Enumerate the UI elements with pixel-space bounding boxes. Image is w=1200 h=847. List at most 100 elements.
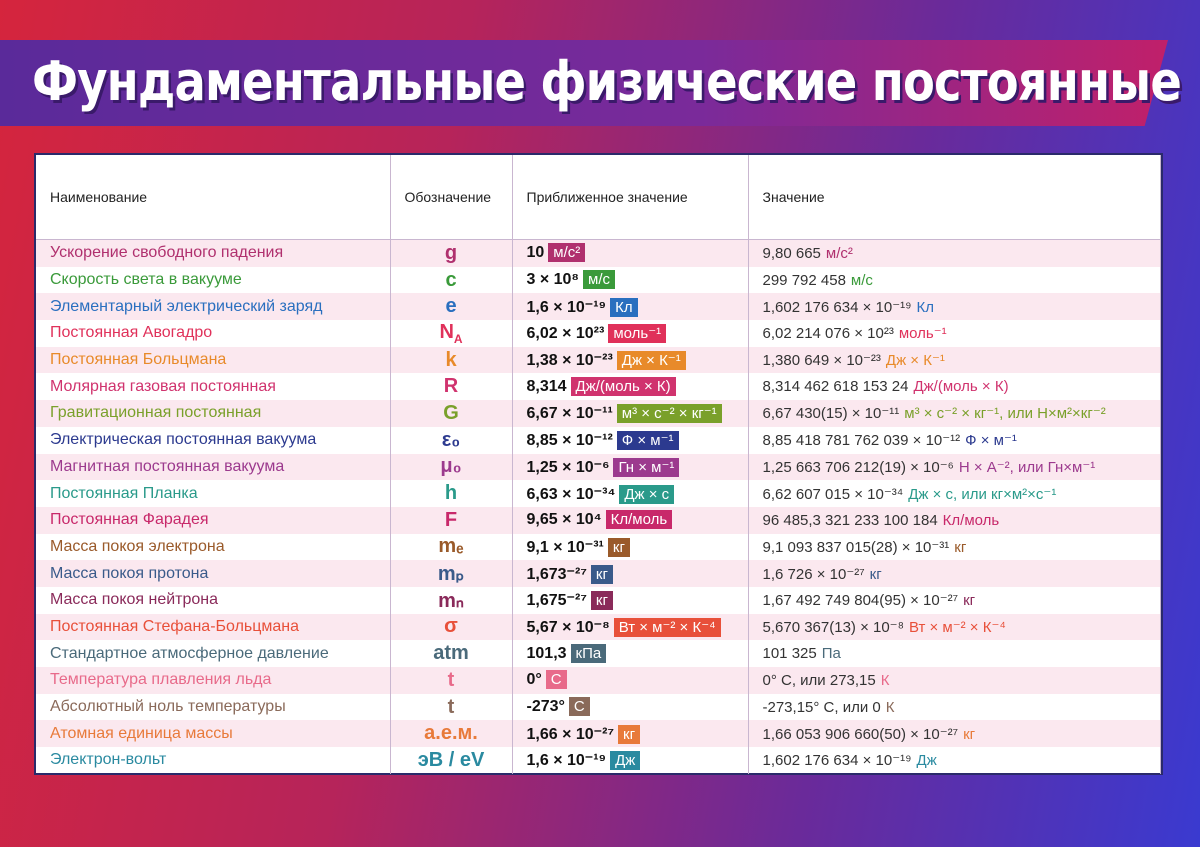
exact-number: 1,6 726 × 10⁻²⁷ — [762, 565, 865, 583]
approx-number: 5,67 × 10⁻⁸ — [526, 618, 610, 636]
approx-number: 1,6 × 10⁻¹⁹ — [526, 752, 607, 770]
symbol-text: σ — [444, 615, 458, 638]
approx-value: 9,1 × 10⁻³¹ кг — [512, 533, 749, 561]
symbol-text: mₙ — [438, 589, 464, 612]
exact-number: 1,602 176 634 × 10⁻¹⁹ — [762, 298, 912, 316]
approx-value: 6,67 × 10⁻¹¹ м³ × с⁻² × кг⁻¹ — [512, 400, 749, 427]
approx-value: 1,673⁻²⁷ кг — [512, 560, 749, 587]
approx-number: 10 — [526, 244, 545, 262]
table-row: Элементарный электрический заряд e 1,6 × 1… — [36, 293, 1161, 321]
approx-number: 1,38 × 10⁻²³ — [526, 352, 613, 370]
constant-symbol: а.е.м. — [390, 720, 513, 748]
constant-name: Ускорение свободного падения — [36, 239, 391, 267]
table-row: Масса покоя электрона mₑ 9,1 × 10⁻³¹ кг 9,1 … — [36, 533, 1161, 561]
exact-number: 1,380 649 × 10⁻²³ — [762, 352, 881, 370]
approx-unit: Дж × с — [619, 484, 675, 504]
exact-unit: Дж × К⁻¹ — [885, 352, 945, 370]
approx-number: 8,314 — [526, 377, 567, 395]
exact-value: 1,6 726 × 10⁻²⁷ кг — [748, 560, 1161, 587]
symbol-text: R — [443, 375, 459, 398]
symbol-text: k — [445, 348, 457, 371]
approx-unit: Дж — [610, 751, 641, 771]
constant-name: Масса покоя электрона — [36, 533, 391, 561]
constant-name: Постоянная Планка — [36, 480, 391, 507]
exact-unit: Па — [821, 645, 841, 663]
approx-unit: кг — [590, 564, 613, 584]
table-row: Постоянная Планка h 6,63 × 10⁻³⁴ Дж × с 6,62… — [36, 480, 1161, 507]
approx-unit: Дж × К⁻¹ — [616, 351, 686, 371]
exact-number: 5,670 367(13) × 10⁻⁸ — [762, 618, 904, 636]
constant-symbol: atm — [390, 640, 513, 667]
symbol-text: G — [443, 401, 459, 424]
exact-value: 96 485,3 321 233 100 184 Кл/моль — [748, 506, 1161, 534]
exact-unit: кг — [963, 592, 976, 610]
symbol-text: h — [444, 482, 458, 505]
approx-value: 1,66 × 10⁻²⁷ кг — [512, 720, 749, 748]
symbol-text: эВ / eV — [417, 748, 485, 771]
table-row: Масса покоя нейтрона mₙ 1,675⁻²⁷ кг 1,67 492… — [36, 586, 1161, 614]
constant-symbol: mₑ — [390, 533, 513, 561]
constant-name: Электрон-вольт — [36, 747, 391, 774]
approx-number: 101,3 — [526, 644, 567, 662]
exact-value: 1,602 176 634 × 10⁻¹⁹ Кл — [748, 293, 1161, 321]
approx-value: 3 × 10⁸ м/с — [512, 266, 749, 294]
symbol-text: а.е.м. — [424, 722, 478, 745]
constant-symbol: F — [390, 506, 513, 534]
symbol-text: ε₀ — [441, 428, 461, 451]
symbol-text: e — [445, 295, 457, 318]
approx-unit: Кл/моль — [605, 510, 673, 530]
constant-name: Гравитационная постоянная — [36, 400, 391, 427]
table-row: Электрическая постоянная вакуума ε₀ 8,85 ×… — [36, 426, 1161, 454]
exact-unit: Дж — [916, 752, 937, 770]
approx-value: 10 м/с² — [512, 239, 749, 267]
constant-symbol: e — [390, 293, 513, 321]
constants-table: Наименование Обозначение Приближенное знач… — [36, 155, 1161, 774]
constant-name: Стандартное атмосферное давление — [36, 640, 391, 667]
table-row: Магнитная постоянная вакуума μ₀ 1,25 × 10⁻… — [36, 453, 1161, 481]
exact-number: -273,15° С, или 0 — [762, 698, 881, 716]
exact-number: 9,80 665 — [762, 244, 821, 262]
exact-number: 1,66 053 906 660(50) × 10⁻²⁷ — [762, 725, 959, 743]
exact-value: 1,380 649 × 10⁻²³ Дж × К⁻¹ — [748, 346, 1161, 374]
symbol-text: N — [439, 320, 454, 343]
exact-number: 9,1 093 837 015(28) × 10⁻³¹ — [762, 538, 950, 556]
constant-name: Постоянная Больцмана — [36, 346, 391, 374]
constant-name: Постоянная Авогадро — [36, 320, 391, 347]
symbol-text: g — [444, 241, 458, 264]
constant-name: Масса покоя протона — [36, 560, 391, 587]
approx-value: 1,675⁻²⁷ кг — [512, 586, 749, 614]
exact-value: 6,02 214 076 × 10²³ моль⁻¹ — [748, 320, 1161, 347]
constant-name: Элементарный электрический заряд — [36, 293, 391, 321]
approx-unit: кПа — [570, 643, 607, 663]
constant-name: Температура плавления льда — [36, 667, 391, 694]
table-row: Скорость света в вакууме c 3 × 10⁸ м/с 299 7… — [36, 266, 1161, 294]
approx-number: 6,02 × 10²³ — [526, 324, 605, 342]
exact-number: 0° С, или 273,15 — [762, 671, 876, 689]
approx-value: -273° С — [512, 693, 749, 721]
exact-number: 6,02 214 076 × 10²³ — [762, 325, 894, 343]
constant-symbol: t — [390, 693, 513, 721]
approx-number: 8,85 × 10⁻¹² — [526, 432, 613, 450]
exact-unit: Дж × с, или кг×м²×с⁻¹ — [908, 485, 1057, 503]
exact-unit: Кл — [916, 298, 935, 316]
approx-number: 9,65 × 10⁴ — [526, 511, 602, 529]
approx-unit: кг — [590, 591, 613, 611]
symbol-text: t — [447, 668, 455, 691]
column-header: Значение — [748, 155, 1161, 240]
approx-value: 6,02 × 10²³ моль⁻¹ — [512, 320, 749, 347]
exact-unit: м/с — [850, 271, 873, 289]
exact-unit: К — [885, 698, 895, 716]
exact-value: 5,670 367(13) × 10⁻⁸ Вт × м⁻² × К⁻⁴ — [748, 613, 1161, 641]
exact-value: 9,80 665 м/с² — [748, 239, 1161, 267]
symbol-subscript: A — [453, 331, 463, 346]
constant-name: Постоянная Фарадея — [36, 506, 391, 534]
table-row: Постоянная Фарадея F 9,65 × 10⁴ Кл/моль 96 4… — [36, 506, 1161, 534]
exact-value: 1,25 663 706 212(19) × 10⁻⁶ Н × А⁻², или … — [748, 453, 1161, 481]
constant-symbol: G — [390, 400, 513, 427]
constant-name: Атомная единица массы — [36, 720, 391, 748]
symbol-text: mₑ — [438, 535, 464, 558]
approx-unit: м³ × с⁻² × кг⁻¹ — [616, 404, 722, 424]
constant-name: Электрическая постоянная вакуума — [36, 426, 391, 454]
approx-value: 1,6 × 10⁻¹⁹ Кл — [512, 293, 749, 321]
exact-value: 8,314 462 618 153 24 Дж/(моль × К) — [748, 373, 1161, 401]
